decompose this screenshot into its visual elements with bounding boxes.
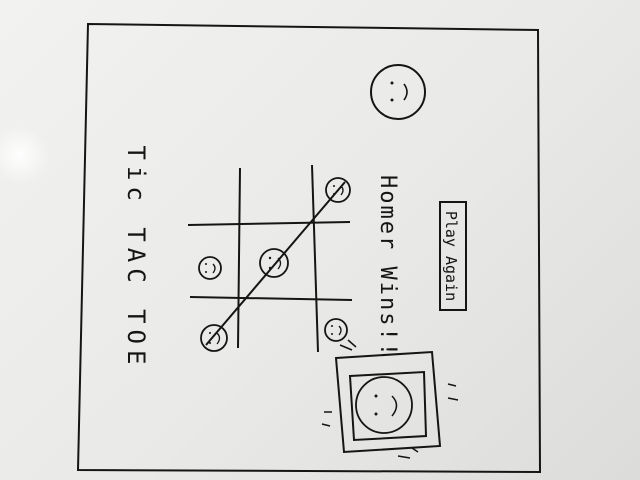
winner-portrait xyxy=(321,339,459,459)
smiley-face-icon xyxy=(200,324,228,352)
screen-frame xyxy=(76,22,542,474)
play-again-button[interactable]: Play Again xyxy=(439,201,467,311)
framed-smiley-portrait-icon xyxy=(355,376,413,434)
status-message: Homer Wins!! xyxy=(375,175,400,358)
smiley-face-icon xyxy=(198,256,222,280)
game-board xyxy=(187,164,353,353)
app-title: Tic TAC TOE xyxy=(122,145,150,371)
cell-2-0[interactable] xyxy=(200,324,228,352)
whiteboard-glare xyxy=(0,125,50,185)
winning-line xyxy=(205,181,346,346)
smiley-face-icon xyxy=(324,318,348,342)
cell-1-0[interactable] xyxy=(198,256,222,280)
corner-smiley-icon xyxy=(370,64,426,120)
cell-2-2[interactable] xyxy=(324,318,348,342)
